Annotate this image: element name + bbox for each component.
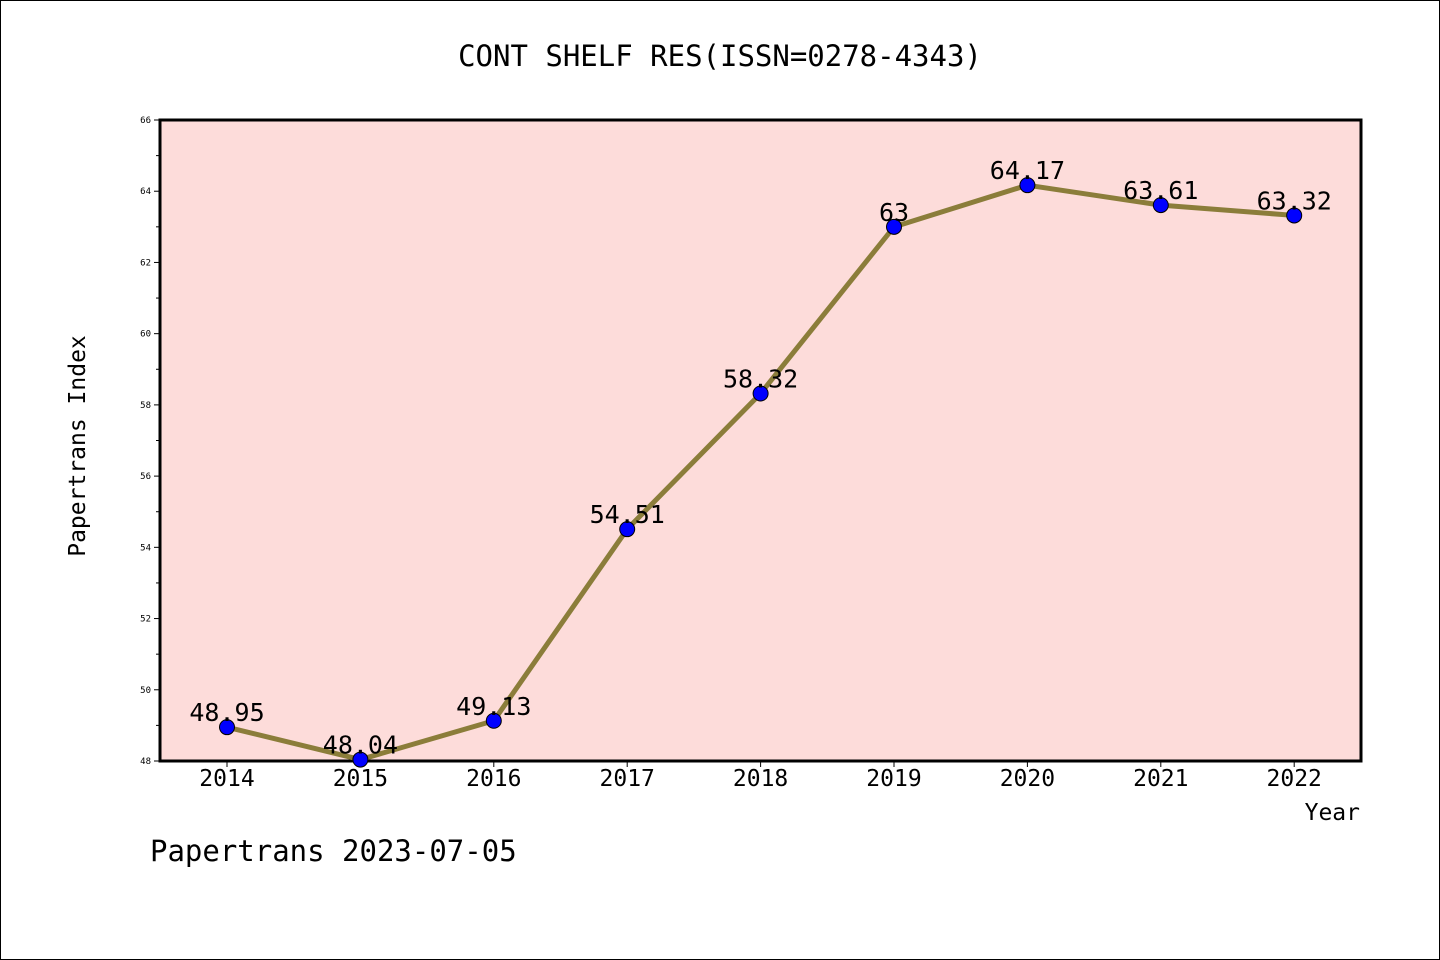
footer-credit: Papertrans 2023-07-05 [150, 834, 517, 868]
data-point [752, 385, 769, 402]
data-point [485, 712, 502, 729]
data-point [219, 719, 235, 736]
chart-title: CONT SHELF RES(ISSN=0278-4343) [458, 39, 982, 73]
data-points [219, 177, 1303, 768]
data-label: 48.04 [323, 731, 398, 760]
data-label: 49.13 [456, 692, 531, 721]
data-label: 63 [879, 198, 909, 227]
y-tick-label: 56 [140, 472, 151, 482]
y-tick-label: 58 [140, 401, 151, 411]
y-tick-label: 48 [140, 757, 151, 767]
x-tick-label: 2019 [866, 766, 921, 792]
x-tick-label: 2020 [1000, 766, 1055, 792]
data-label: 48.95 [189, 698, 264, 727]
y-axis: 48 50 52 54 56 58 60 62 64 66 [140, 116, 160, 767]
data-label: 58.32 [723, 364, 798, 393]
y-axis-label: Papertrans Index [65, 335, 91, 557]
data-point [619, 521, 636, 538]
data-label: 63.61 [1123, 176, 1198, 205]
y-tick-label: 66 [140, 116, 151, 126]
plot-area [158, 118, 1363, 763]
y-tick-label: 54 [140, 543, 151, 553]
x-tick-label: 2015 [333, 766, 388, 792]
y-tick-label: 60 [140, 330, 151, 340]
data-point [352, 751, 369, 768]
data-label: 64.17 [990, 156, 1065, 185]
data-point [886, 218, 902, 235]
x-tick-label: 2022 [1267, 766, 1322, 792]
data-point [1152, 197, 1169, 214]
data-label: 63.32 [1257, 186, 1332, 215]
y-tick-label: 50 [140, 686, 151, 696]
x-tick-label: 2014 [199, 766, 254, 792]
data-label: 54.51 [590, 500, 665, 529]
x-axis: 2014 2015 2016 2017 2018 2019 2020 2021 2022 [199, 761, 1322, 792]
x-tick-label: 2017 [600, 766, 655, 792]
x-tick-label: 2016 [466, 766, 521, 792]
data-point [1286, 207, 1303, 224]
data-point [1019, 177, 1036, 194]
y-tick-label: 64 [140, 187, 151, 197]
y-tick-label: 52 [140, 615, 151, 625]
y-tick-label: 62 [140, 258, 151, 268]
x-tick-label: 2021 [1133, 766, 1188, 792]
data-labels: 48.95 48.04 49.13 54.51 58.32 63 64.17 63.61 63.… [189, 156, 1331, 759]
x-tick-label: 2018 [733, 766, 788, 792]
x-axis-label: Year [1305, 800, 1360, 826]
